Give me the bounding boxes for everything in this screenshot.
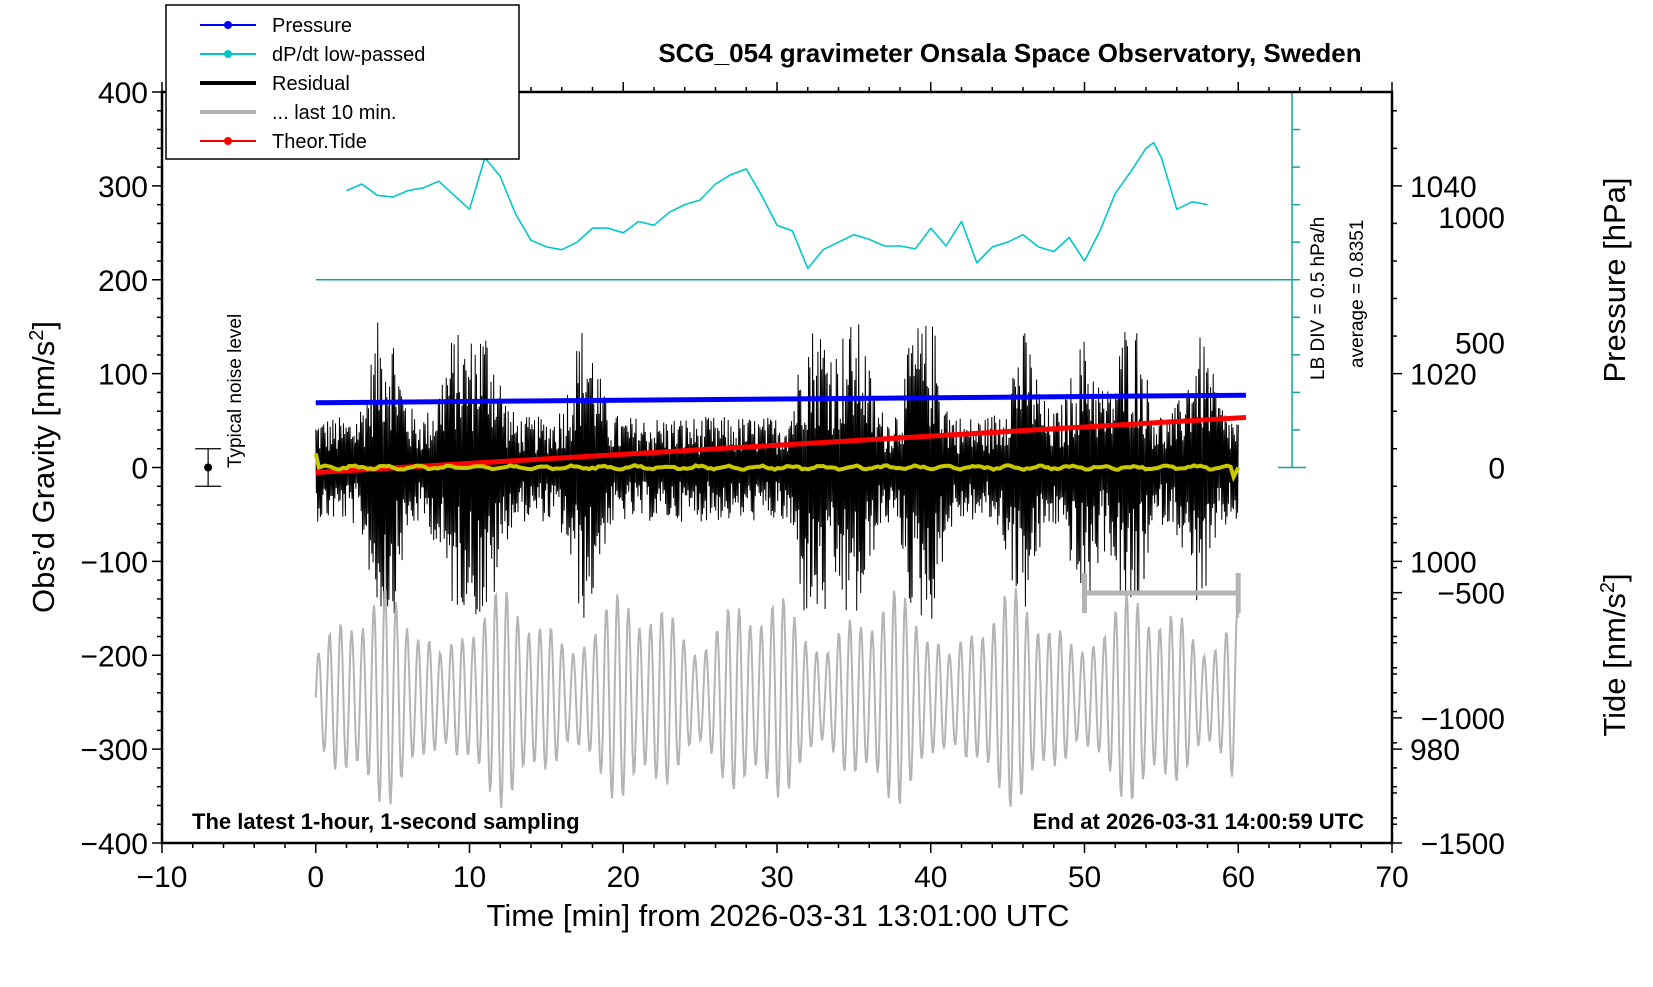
y-tide-tick-label: −1000 [1421, 703, 1505, 736]
y-tide-tick-label: 0 [1488, 453, 1505, 486]
y-tide-tick-label: −500 [1437, 578, 1505, 611]
chart-title: SCG_054 gravimeter Onsala Space Observat… [658, 38, 1361, 68]
y-left-tick-label: 400 [98, 77, 148, 110]
y-tide-tick-label: −1500 [1421, 828, 1505, 861]
y-left-tick-label: 100 [98, 359, 148, 392]
legend-label-tide: Theor.Tide [272, 131, 367, 153]
y-pressure-tick-label: 1020 [1410, 359, 1477, 392]
y-axis-label-tide: Tide [nm/s2] [1597, 573, 1632, 736]
y-label-left-close: ] [26, 321, 61, 330]
y-left-tick-label: 0 [131, 453, 148, 486]
legend-item-tide: Theor.Tide [200, 131, 367, 153]
last-10-min-series [314, 588, 1240, 809]
y-label-left-sup: 2 [26, 330, 48, 341]
legend-item-last10: ... last 10 min. [200, 102, 397, 124]
legend-item-residual: Residual [200, 73, 350, 95]
bottom-left-note: The latest 1-hour, 1-second sampling [192, 809, 580, 834]
x-tick-label: 30 [760, 861, 793, 894]
pressure-line [315, 392, 1246, 406]
legend-label-pressure: Pressure [272, 15, 352, 37]
x-tick-label: 0 [307, 861, 324, 894]
noise-bar-point [204, 463, 213, 472]
y-pressure-tick-label: 1040 [1410, 171, 1477, 204]
y-axis-label-left: Obs’d Gravity [nm/s2] [26, 321, 61, 613]
residual-lowpass-series [313, 452, 1241, 483]
y-left-tick-label: 200 [98, 265, 148, 298]
y-label-tide-main: Tide [nm/s [1597, 593, 1632, 737]
average-label: average = 0.8351 [1347, 220, 1368, 368]
y-axis-label-pressure: Pressure [hPa] [1597, 177, 1632, 382]
x-tick-label: 50 [1068, 861, 1101, 894]
y-left-tick-label: −100 [80, 546, 148, 579]
axes: −10 0 10 20 30 40 50 60 704003002001000−100−200−… [80, 77, 1505, 894]
y-label-tide-sup: 2 [1597, 582, 1619, 593]
y-tide-tick-label: 1000 [1438, 202, 1505, 235]
x-tick-label: 60 [1222, 861, 1255, 894]
residual-line [315, 322, 1239, 619]
tide-line [315, 414, 1247, 476]
legend-marker-pressure [224, 21, 232, 29]
bottom-right-note: End at 2026-03-31 14:00:59 UTC [1033, 809, 1364, 834]
noise-level-label: Typical noise level [225, 314, 246, 468]
dpdt-line [346, 141, 1208, 270]
legend-label-residual: Residual [272, 73, 350, 95]
legend-item-dpdt: dP/dt low-passed [200, 44, 425, 66]
pressure-series [315, 392, 1246, 406]
x-axis-label: Time [min] from 2026-03-31 13:01:00 UTC [487, 898, 1070, 933]
y-tide-tick-label: 500 [1455, 327, 1505, 360]
x-tick-label: 40 [914, 861, 947, 894]
y-label-left-main: Obs’d Gravity [nm/s [26, 341, 61, 613]
lb-div-label: LB DIV = 0.5 hPa/h [1308, 217, 1329, 380]
dpdt-lowpassed-series [315, 91, 1307, 469]
legend-item-pressure: Pressure [200, 15, 352, 37]
x-tick-label: 10 [453, 861, 486, 894]
theor-tide-series [315, 414, 1247, 476]
residual-lowpass-line [313, 452, 1241, 483]
y-label-tide-close: ] [1597, 573, 1632, 582]
residual-series [315, 322, 1239, 619]
y-pressure-tick-label: 1000 [1410, 546, 1477, 579]
legend-label-dpdt: dP/dt low-passed [272, 44, 425, 66]
x-tick-label: −10 [137, 861, 188, 894]
y-left-tick-label: −400 [80, 828, 148, 861]
y-pressure-tick-label: 980 [1410, 734, 1460, 767]
y-left-tick-label: −300 [80, 734, 148, 767]
x-tick-label: 20 [607, 861, 640, 894]
y-left-tick-label: 300 [98, 171, 148, 204]
legend-marker-tide [224, 137, 232, 145]
annotation-marks [195, 448, 1241, 613]
y-left-tick-label: −200 [80, 640, 148, 673]
legend-label-last10: ... last 10 min. [272, 102, 397, 124]
legend-marker-dpdt [224, 50, 232, 58]
x-tick-label: 70 [1375, 861, 1408, 894]
last-10-min-line [314, 588, 1240, 809]
legend: Pressure dP/dt low-passed Residual ... l… [165, 4, 520, 160]
